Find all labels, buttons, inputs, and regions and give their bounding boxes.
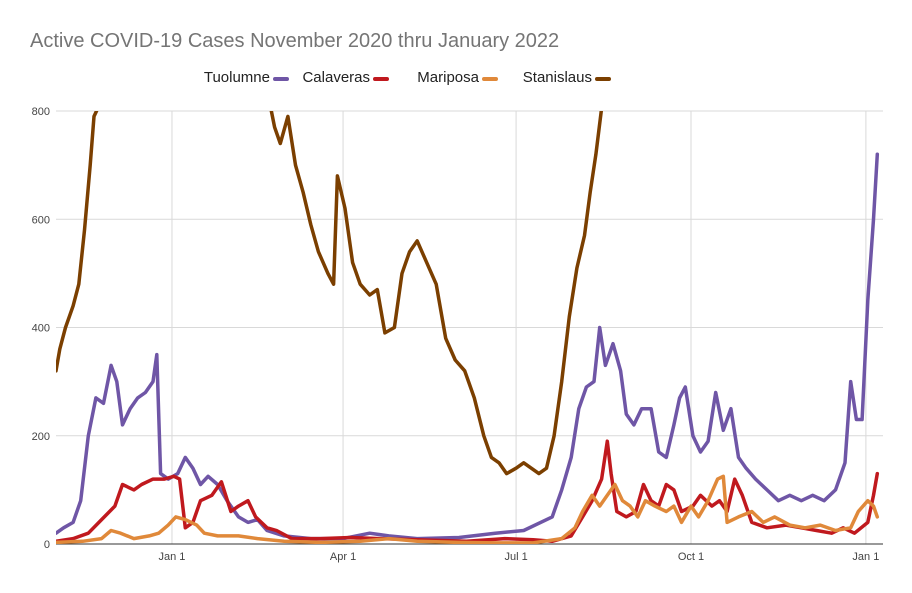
series-line-calaveras xyxy=(56,439,880,544)
y-tick-label: 0 xyxy=(44,539,50,551)
legend-label-mariposa: Mariposa xyxy=(417,69,479,86)
y-tick-label: 600 xyxy=(32,214,50,226)
x-tick-label: Jul 1 xyxy=(504,551,527,563)
y-tick-label: 800 xyxy=(32,106,50,118)
series-line-stanislaus xyxy=(56,111,604,476)
y-tick-label: 200 xyxy=(32,431,50,443)
series-line-tuolumne xyxy=(56,152,880,541)
series-layer xyxy=(56,111,880,544)
legend: Tuolumne Calaveras Mariposa Stanislaus xyxy=(204,69,611,86)
x-axis-labels: Jan 1 Apr 1 Jul 1 Oct 1 Jan 1 xyxy=(159,551,880,563)
legend-label-calaveras: Calaveras xyxy=(302,69,370,86)
legend-label-stanislaus: Stanislaus xyxy=(523,69,592,86)
y-axis-labels: 0 200 400 600 800 xyxy=(32,106,50,551)
x-tick-label: Apr 1 xyxy=(330,551,356,563)
legend-label-tuolumne: Tuolumne xyxy=(204,69,270,86)
x-tick-label: Oct 1 xyxy=(678,551,704,563)
x-tick-label: Jan 1 xyxy=(159,551,186,563)
series-line-mariposa xyxy=(56,474,880,544)
y-tick-label: 400 xyxy=(32,323,50,335)
chart-title: Active COVID-19 Cases November 2020 thru… xyxy=(30,30,560,52)
x-tick-label: Jan 1 xyxy=(852,551,879,563)
